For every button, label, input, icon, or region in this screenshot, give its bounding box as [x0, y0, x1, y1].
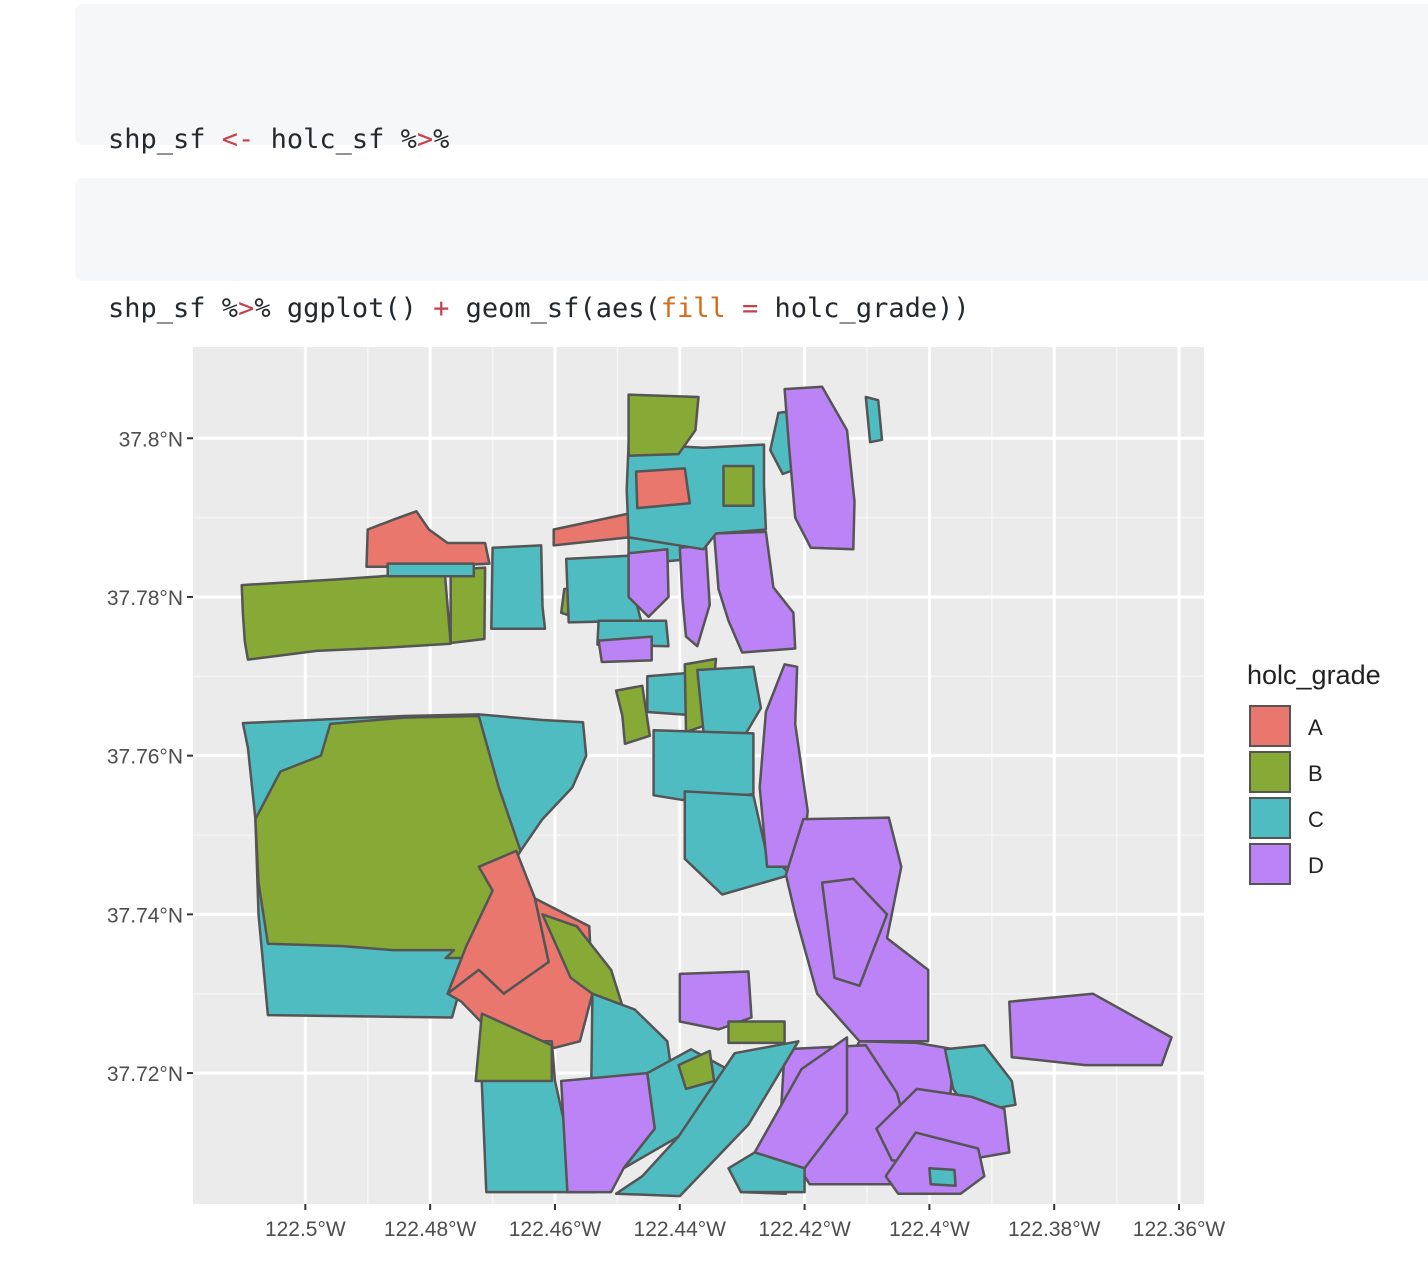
- holc-region-d: [783, 385, 856, 551]
- holc-region-b: [254, 714, 522, 960]
- code-token: +: [433, 293, 450, 324]
- legend-swatch-b: [1249, 751, 1291, 793]
- holc-region-c: [696, 665, 763, 742]
- holc-region-b: [722, 464, 755, 507]
- code-token: holc_sf %: [254, 124, 417, 155]
- holc-regions: [240, 385, 1173, 1198]
- holc-region-b: [677, 1049, 716, 1091]
- holc-map-plot: 122.5°W 122.48°W 122.46°W 122.44°W 122.42°W 1…: [107, 347, 1381, 1241]
- holc-region-c: [864, 395, 884, 444]
- holc-region-d: [753, 1036, 849, 1170]
- legend-swatch-a: [1249, 705, 1291, 747]
- x-tick-label: 122.46°W: [509, 1218, 602, 1241]
- y-tick-label: 37.76°N: [107, 746, 183, 769]
- code-chunk-2: shp_sf %>% ggplot() + geom_sf(aes(fill =…: [75, 178, 1428, 324]
- code-token: fill: [660, 293, 726, 324]
- y-tick-label: 37.72°N: [107, 1063, 183, 1086]
- code-token: geom_sf(aes(: [449, 293, 661, 324]
- holc-region-d: [627, 548, 670, 619]
- code-token: % ggplot(): [254, 293, 434, 324]
- x-tick-label: 122.5°W: [265, 1218, 346, 1241]
- code-token: shp_sf: [108, 124, 222, 155]
- x-tick-label: 122.36°W: [1133, 1218, 1226, 1241]
- holc-region-c: [490, 544, 547, 630]
- code-line-1: shp_sf %>% ggplot() + geom_sf(aes(fill =…: [108, 289, 1428, 329]
- legend-title: holc_grade: [1247, 660, 1381, 690]
- holc-region-d: [820, 877, 889, 988]
- code-token: holc_grade)): [758, 293, 970, 324]
- code-token: >: [416, 124, 434, 155]
- holc-region-c: [727, 1151, 806, 1194]
- holc-region-b: [614, 684, 652, 746]
- legend-swatch-c: [1249, 797, 1291, 839]
- code-token: <-: [221, 124, 255, 155]
- code-token: %: [433, 124, 450, 155]
- holc-region-d: [712, 530, 797, 654]
- holc-region-b: [627, 393, 700, 457]
- holc-region-b: [474, 1012, 554, 1083]
- holc-region-c: [386, 562, 476, 578]
- y-tick-label: 37.8°N: [119, 428, 183, 451]
- code-line-1: shp_sf <- holc_sf %>%: [108, 120, 1428, 160]
- holc-region-d: [1008, 992, 1173, 1067]
- holc-region-d: [884, 1131, 986, 1195]
- x-tick-label: 122.48°W: [384, 1218, 477, 1241]
- x-tick-label: 122.44°W: [634, 1218, 727, 1241]
- legend-label: C: [1308, 807, 1324, 832]
- x-tick-label: 122.42°W: [758, 1218, 851, 1241]
- legend-swatch-d: [1249, 843, 1291, 885]
- y-tick-label: 37.78°N: [107, 587, 183, 610]
- holc-region-a: [634, 467, 692, 510]
- holc-region-d: [597, 635, 653, 664]
- code-token: shp_sf %: [108, 293, 239, 324]
- holc-region-b: [240, 567, 452, 661]
- code-token: >: [238, 293, 255, 324]
- holc-region-c: [614, 1040, 800, 1198]
- legend-label: A: [1308, 715, 1323, 740]
- x-tick-label: 122.38°W: [1008, 1218, 1101, 1241]
- holc-region-b: [727, 1020, 786, 1045]
- legend-label: B: [1308, 761, 1323, 786]
- axes: 122.5°W 122.48°W 122.46°W 122.44°W 122.42°W 1…: [107, 428, 1226, 1241]
- y-tick-label: 37.74°N: [107, 904, 183, 927]
- code-chunk-1: shp_sf <- holc_sf %>% dplyr::mutate(mean…: [75, 4, 1428, 275]
- x-tick-label: 122.4°W: [889, 1218, 970, 1241]
- holc-region-c: [564, 554, 643, 624]
- holc-region-c: [928, 1167, 957, 1187]
- code-token: =: [742, 293, 759, 324]
- legend-label: D: [1308, 853, 1324, 878]
- holc-region-b: [449, 566, 487, 645]
